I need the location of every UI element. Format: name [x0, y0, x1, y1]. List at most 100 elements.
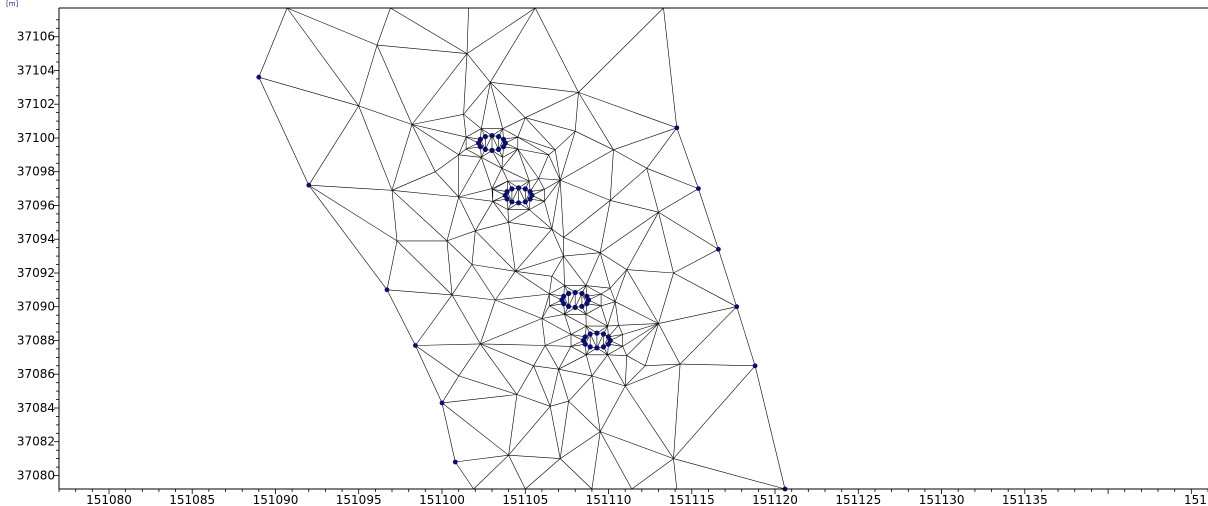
mesh-edge	[563, 256, 565, 286]
mesh-edge	[545, 345, 572, 347]
mesh-edge	[501, 148, 519, 169]
mesh-edge	[658, 323, 681, 365]
mesh-edge	[480, 343, 534, 367]
well-node	[605, 341, 612, 347]
mesh-edge	[308, 105, 359, 186]
mesh-edge	[529, 201, 545, 210]
y-tick-label: 37088	[17, 334, 55, 348]
mesh-edge	[358, 105, 413, 125]
mesh-edge	[563, 237, 601, 253]
well-node	[594, 330, 600, 336]
mesh-edge	[533, 365, 559, 370]
x-tick-label: 151105	[502, 493, 548, 506]
mesh-edge	[286, 7, 378, 46]
mesh-edge	[492, 180, 509, 190]
mesh-edge	[558, 346, 572, 370]
mesh-edge	[545, 334, 572, 346]
mesh-edge	[599, 385, 626, 432]
mesh-edge	[626, 269, 659, 324]
mesh-edge	[508, 455, 526, 490]
mesh-edge	[551, 180, 561, 230]
mesh-edge	[599, 252, 611, 289]
axes	[58, 7, 1208, 490]
mesh-edge	[516, 394, 551, 407]
mesh-edge	[391, 190, 448, 242]
well-node	[527, 189, 533, 195]
mesh-edge	[466, 7, 469, 54]
mesh-edge	[624, 355, 628, 387]
mesh-edge	[599, 200, 611, 253]
mesh-edge	[490, 82, 526, 118]
well-node	[500, 144, 507, 150]
mesh-edge	[465, 128, 482, 138]
mesh-edge	[568, 375, 593, 402]
well-node	[516, 185, 522, 191]
mesh-edge	[601, 301, 616, 307]
mesh-edge	[658, 211, 719, 250]
mesh-edge	[515, 228, 553, 272]
mesh-edge	[415, 345, 443, 404]
mesh-edge	[575, 130, 614, 151]
boundary-node	[734, 304, 740, 310]
mesh-edge	[533, 345, 546, 366]
mesh-edge	[458, 196, 493, 202]
mesh-edge	[564, 314, 572, 335]
mesh-edge	[435, 171, 459, 198]
well-node	[489, 133, 495, 139]
mesh-edge	[622, 323, 659, 335]
well-node	[587, 331, 593, 337]
mesh-nodes	[256, 74, 788, 492]
mesh-edge	[480, 299, 496, 344]
x-axis-ticks: 151080 151085 151090 151095 151100 151105 1511…	[58, 489, 1208, 506]
well-node	[594, 345, 600, 351]
mesh-edge	[600, 305, 608, 327]
mesh-edge	[517, 136, 556, 151]
mesh-edge	[549, 285, 565, 295]
mesh-edge	[515, 271, 552, 277]
mesh-edge	[544, 345, 559, 370]
mesh-edge	[673, 458, 786, 490]
mesh-edge	[585, 354, 593, 376]
mesh-edge	[548, 149, 556, 156]
mesh-edge	[541, 314, 565, 319]
mesh-edge	[558, 354, 587, 370]
mesh-edge	[550, 400, 569, 407]
mesh-edge	[535, 7, 579, 93]
mesh-edge	[676, 127, 699, 189]
mesh-edge	[458, 196, 476, 231]
mesh-edge	[258, 77, 310, 186]
mesh-edge	[698, 188, 719, 250]
mesh-edge	[563, 255, 587, 286]
mesh-edge	[525, 117, 576, 132]
y-tick-label: 37096	[17, 199, 55, 213]
mesh-edge	[614, 269, 628, 302]
mesh-edge	[529, 209, 553, 230]
mesh-edge	[600, 293, 616, 302]
x-tick-label: 151120	[752, 493, 798, 506]
mesh-edge	[591, 431, 601, 490]
mesh-edge	[626, 212, 659, 270]
mesh-edge	[673, 272, 737, 307]
mesh-edge	[544, 179, 561, 190]
mesh-edge	[471, 264, 516, 272]
x-tick-label: 151100	[419, 493, 465, 506]
mesh-edge	[559, 180, 564, 238]
mesh-edge	[544, 201, 553, 230]
mesh-edge	[458, 343, 481, 377]
mesh-edge	[622, 323, 659, 347]
mesh-edge	[451, 294, 496, 301]
mesh-edge	[673, 249, 719, 274]
mesh-edge	[492, 201, 509, 223]
mesh-edge	[386, 289, 416, 346]
mesh-edge	[560, 149, 614, 181]
mesh-edge	[376, 44, 413, 125]
mesh-edge	[607, 354, 627, 356]
mesh-edge	[658, 188, 699, 213]
well-node	[496, 134, 502, 140]
mesh-edge	[502, 117, 526, 129]
boundary-node	[696, 186, 701, 192]
mesh-edge	[600, 431, 674, 459]
mesh-edge	[411, 53, 468, 125]
mesh-edge	[613, 127, 677, 151]
y-tick-label: 37092	[17, 266, 55, 280]
